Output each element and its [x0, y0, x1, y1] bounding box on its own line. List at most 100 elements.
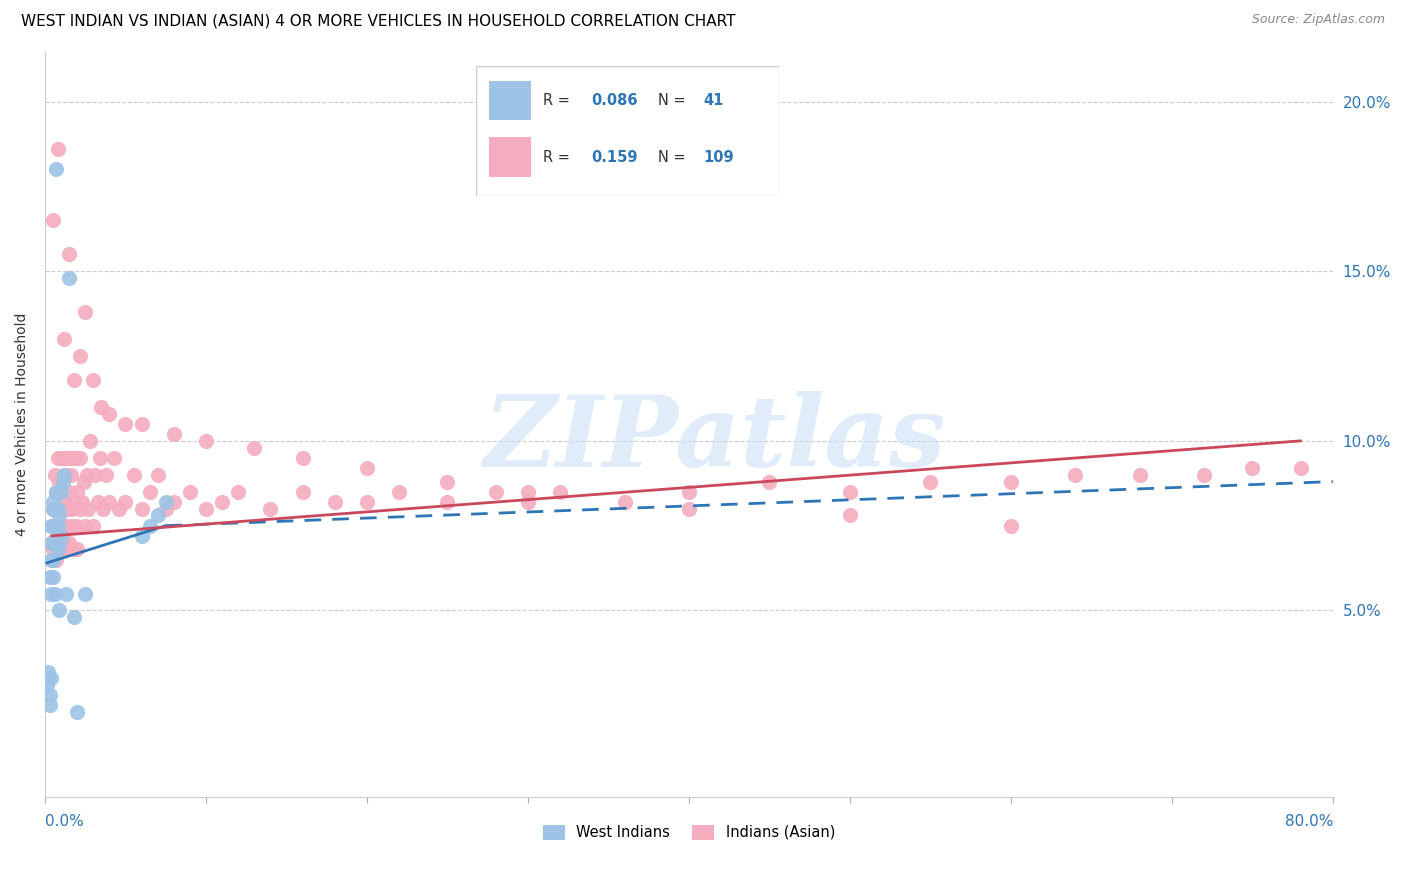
- Point: [226, 484, 249, 499]
- Point: [194, 434, 217, 448]
- Point: [38, 689, 60, 703]
- Point: [46, 518, 69, 533]
- Point: [42, 501, 65, 516]
- Point: [46, 142, 69, 156]
- Point: [48, 475, 70, 489]
- Point: [114, 417, 136, 431]
- Point: [89, 450, 111, 465]
- Point: [41, 671, 63, 685]
- Point: [41, 518, 63, 533]
- Point: [1241, 461, 1264, 475]
- Point: [55, 467, 77, 482]
- Point: [53, 332, 76, 346]
- Point: [211, 495, 233, 509]
- Point: [42, 569, 65, 583]
- Point: [146, 508, 169, 523]
- Point: [75, 518, 97, 533]
- Point: [44, 535, 66, 549]
- Point: [63, 373, 86, 387]
- Point: [83, 467, 105, 482]
- Point: [70, 495, 93, 509]
- Point: [41, 586, 63, 600]
- Point: [75, 305, 97, 319]
- Point: [63, 610, 86, 624]
- Point: [65, 518, 87, 533]
- Point: [35, 678, 58, 692]
- Point: [42, 213, 65, 227]
- Point: [48, 535, 70, 549]
- Point: [55, 518, 77, 533]
- Point: [122, 467, 145, 482]
- Point: [37, 665, 59, 679]
- Point: [53, 535, 76, 549]
- Point: [356, 461, 378, 475]
- Point: [49, 529, 72, 543]
- Point: [1064, 467, 1087, 482]
- Point: [548, 484, 571, 499]
- Point: [1000, 518, 1022, 533]
- Point: [69, 501, 91, 516]
- Point: [63, 542, 86, 557]
- Point: [87, 495, 110, 509]
- Text: 80.0%: 80.0%: [1285, 814, 1333, 830]
- Text: 0.0%: 0.0%: [45, 814, 84, 830]
- Point: [516, 495, 538, 509]
- Point: [138, 484, 160, 499]
- Point: [131, 529, 153, 543]
- Point: [53, 467, 76, 482]
- Point: [58, 450, 80, 465]
- Point: [194, 501, 217, 516]
- Point: [98, 495, 121, 509]
- Point: [58, 247, 80, 261]
- Point: [108, 501, 131, 516]
- Point: [485, 484, 508, 499]
- Point: [41, 535, 63, 549]
- Text: WEST INDIAN VS INDIAN (ASIAN) 4 OR MORE VEHICLES IN HOUSEHOLD CORRELATION CHART: WEST INDIAN VS INDIAN (ASIAN) 4 OR MORE …: [21, 13, 735, 29]
- Point: [155, 501, 177, 516]
- Point: [49, 484, 72, 499]
- Point: [758, 475, 780, 489]
- Point: [103, 450, 125, 465]
- Point: [69, 450, 91, 465]
- Point: [63, 495, 86, 509]
- Text: Source: ZipAtlas.com: Source: ZipAtlas.com: [1251, 13, 1385, 27]
- Point: [66, 484, 89, 499]
- Point: [82, 373, 104, 387]
- Point: [41, 552, 63, 566]
- Point: [678, 484, 700, 499]
- Point: [59, 467, 82, 482]
- Point: [44, 518, 66, 533]
- Point: [38, 698, 60, 713]
- Point: [291, 450, 314, 465]
- Point: [45, 162, 67, 177]
- Point: [163, 427, 186, 442]
- Point: [66, 542, 89, 557]
- Point: [131, 501, 153, 516]
- Point: [1192, 467, 1215, 482]
- Point: [52, 542, 75, 557]
- Point: [46, 501, 69, 516]
- Point: [46, 529, 69, 543]
- Point: [138, 518, 160, 533]
- Point: [63, 450, 86, 465]
- Point: [516, 484, 538, 499]
- Point: [44, 586, 66, 600]
- Point: [1129, 467, 1152, 482]
- Point: [66, 450, 89, 465]
- Point: [356, 495, 378, 509]
- Point: [48, 603, 70, 617]
- Point: [131, 417, 153, 431]
- Point: [90, 400, 112, 414]
- Point: [146, 467, 169, 482]
- Point: [42, 552, 65, 566]
- Y-axis label: 4 or more Vehicles in Household: 4 or more Vehicles in Household: [15, 312, 30, 535]
- Point: [49, 450, 72, 465]
- Point: [94, 467, 117, 482]
- Point: [69, 349, 91, 363]
- Point: [76, 467, 98, 482]
- Point: [920, 475, 942, 489]
- Point: [46, 501, 69, 516]
- Point: [58, 484, 80, 499]
- Point: [42, 501, 65, 516]
- Point: [48, 535, 70, 549]
